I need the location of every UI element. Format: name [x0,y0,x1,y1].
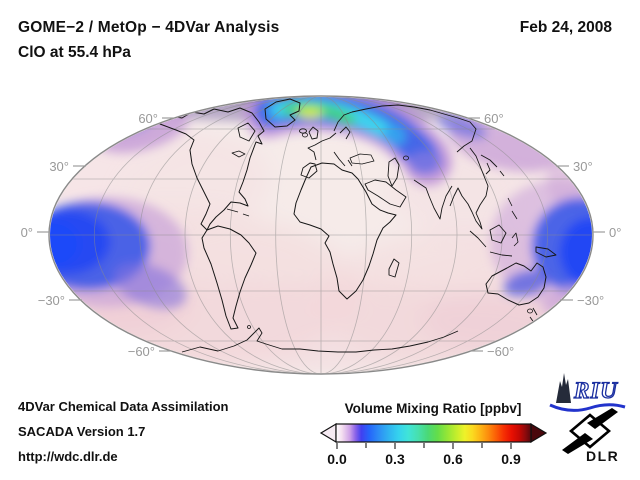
colorbar-arrow-right [530,422,548,444]
lat-label-right-0: 0° [609,225,621,240]
riu-logo: RIU [549,373,626,412]
lat-labels: 60° 30° 0° −30° −60° 60° 30° 0° −30° −60… [21,111,622,359]
lat-label-left-m30: −30° [38,293,65,308]
world-map: 60° 30° 0° −30° −60° 60° 30° 0° −30° −60… [21,95,622,375]
page-subtitle: ClO at 55.4 hPa [18,44,131,61]
colorbar-gradient [335,423,532,443]
title-block: GOME−2 / MetOp − 4DVar Analysis ClO at 5… [18,19,279,62]
vortex-max-core [297,107,323,119]
east-pacific-blob [50,197,188,309]
dlr-logo: DLR [562,408,619,464]
lat-label-left-0: 0° [21,225,33,240]
graticule [50,97,592,373]
coastlines [159,98,557,353]
lat-label-right-30: 30° [573,159,593,174]
footer-block: 4DVar Chemical Data Assimilation SACADA … [18,399,229,474]
polar-vortex-arc [244,97,452,186]
lat-label-left-60: 60° [138,111,158,126]
colorbar-arrow-left [319,422,337,444]
lat-label-left-30: 30° [49,159,69,174]
footer-line-assimilation: 4DVar Chemical Data Assimilation [18,399,229,414]
footer-line-url: http://wdc.dlr.de [18,449,118,464]
map-ellipse-outline [48,95,594,375]
colorbar-ticks [336,443,512,449]
lat-label-left-m60: −60° [128,344,155,359]
colorbar-tick-2: 0.6 [443,451,463,467]
colorbar-title: Volume Mixing Ratio [ppbv] [345,401,522,416]
lat-ticks [37,117,605,352]
colorbar-tick-1: 0.3 [385,451,405,467]
colorbar-tick-3: 0.9 [501,451,521,467]
lat-label-right-m30: −30° [577,293,604,308]
colorbar-tick-0: 0.0 [327,451,347,467]
dlr-logo-text: DLR [586,448,619,464]
lat-label-right-m60: −60° [487,344,514,359]
riu-logo-text: RIU [573,378,618,403]
riu-cathedral-icon [556,373,571,403]
page-title: GOME−2 / MetOp − 4DVar Analysis [18,19,280,36]
colorbar: Volume Mixing Ratio [ppbv] 0.0 0.3 0.6 0… [319,401,548,467]
dlr-diamond-icon [568,413,612,449]
date-label: Feb 24, 2008 [519,19,612,36]
riu-wave-icon [549,403,626,412]
footer-line-version: SACADA Version 1.7 [18,424,146,439]
lat-label-right-60: 60° [484,111,504,126]
